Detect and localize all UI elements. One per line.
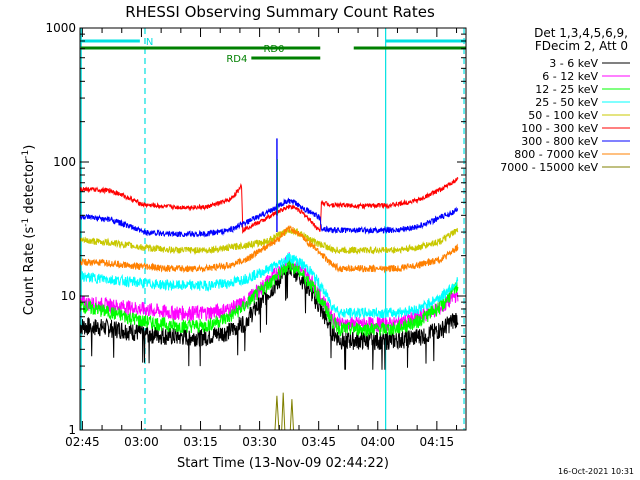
x-axis-label: Start Time (13-Nov-09 02:44:22)	[177, 456, 389, 471]
plot-area: N RD0 RD4 1 10 100 1000 02:45 03:00 03:15 03:30 0…	[45, 21, 467, 449]
y-tick-label: 100	[53, 155, 76, 169]
legend-label-2: 6 - 12 keV	[542, 70, 598, 83]
x-tick-label: 03:15	[183, 435, 218, 449]
series-line-3	[79, 258, 459, 338]
series-line-5	[79, 227, 459, 256]
x-tick-label: 04:00	[360, 435, 395, 449]
series-line-4	[79, 252, 459, 320]
legend-label-6: 100 - 300 keV	[521, 122, 598, 135]
footer-date: 16-Oct-2021 10:31	[558, 467, 634, 476]
legend-header-detectors: Det 1,3,4,5,6,9,	[534, 26, 628, 40]
legend: Det 1,3,4,5,6,9, FDecim 2, Att 0 3 - 6 k…	[500, 26, 630, 174]
x-tick-label: 03:00	[124, 435, 159, 449]
legend-label-8: 800 - 7000 keV	[514, 148, 598, 161]
y-tick-label: 10	[61, 289, 76, 303]
legend-label-5: 50 - 100 keV	[528, 109, 598, 122]
x-tick-label: 04:15	[420, 435, 455, 449]
series-line-8	[79, 225, 459, 274]
marker-rd4-label: RD4	[226, 54, 247, 65]
series-line-1	[79, 258, 459, 370]
x-tick-label: 03:30	[242, 435, 277, 449]
y-tick-label: 1	[68, 423, 76, 437]
legend-label-7: 300 - 800 keV	[521, 135, 598, 148]
y-tick-label: 1000	[45, 21, 76, 35]
plot-frame	[79, 27, 467, 431]
x-tick-label: 02:45	[65, 435, 100, 449]
marker-n-label: N	[146, 37, 153, 48]
marker-rd0-label: RD0	[263, 44, 284, 55]
series-line-9	[274, 392, 294, 431]
series-line-2	[79, 252, 459, 332]
legend-label-4: 25 - 50 keV	[535, 96, 598, 109]
x-tick-label: 03:45	[301, 435, 336, 449]
series-line-7	[79, 197, 459, 238]
chart-title: RHESSI Observing Summary Count Rates	[125, 3, 435, 21]
legend-header-decimation: FDecim 2, Att 0	[535, 39, 628, 53]
legend-label-3: 12 - 25 keV	[535, 83, 598, 96]
series-line-6	[79, 177, 459, 235]
y-axis-label: Count Rate (s-1 detector-1)	[21, 145, 37, 316]
legend-label-9: 7000 - 15000 keV	[500, 161, 598, 174]
legend-label-1: 3 - 6 keV	[549, 57, 598, 70]
